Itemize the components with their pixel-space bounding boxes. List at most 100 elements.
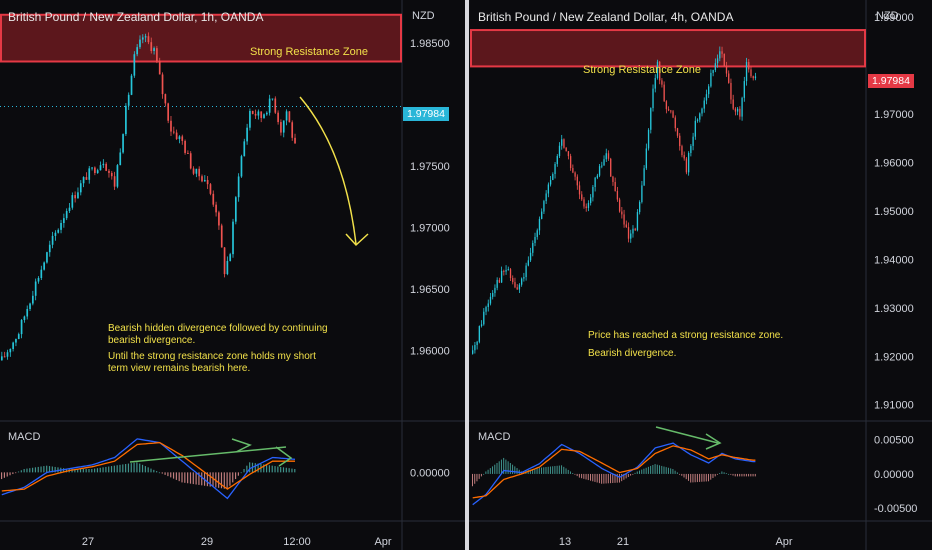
left-candle (243, 141, 246, 157)
left-macd-histogram-bar (265, 464, 268, 473)
right-candle (520, 278, 523, 285)
left-macd-histogram-bar (17, 471, 20, 473)
right-macd-histogram-bar (663, 466, 665, 474)
left-macd-histogram-bar (150, 468, 152, 473)
right-macd-histogram-bar (701, 473, 703, 482)
left-macd-histogram-bar (277, 466, 279, 473)
left-macd-histogram-bar (54, 466, 56, 473)
left-candle (249, 110, 251, 128)
right-macd-histogram-bar (541, 467, 543, 474)
left-macd-histogram-bar (291, 468, 293, 473)
right-macd-histogram-bar (578, 473, 580, 478)
left-candle (71, 195, 74, 208)
right-candle (734, 108, 737, 112)
right-candle (692, 136, 694, 146)
left-candle (175, 132, 178, 140)
left-candle (34, 281, 37, 296)
left-candle (268, 98, 271, 113)
right-macd-histogram-bar (750, 473, 752, 477)
left-macd-histogram-bar (79, 469, 82, 473)
right-macd-histogram-bar (716, 473, 718, 475)
right-price-tick-label: 1.96000 (874, 157, 914, 169)
right-candle (590, 197, 592, 203)
right-candle (529, 252, 532, 261)
right-macd-histogram-bar (665, 467, 667, 474)
right-macd-histogram-bar (503, 457, 505, 474)
left-candle (48, 244, 51, 253)
left-candle (23, 316, 26, 320)
left-currency-label: NZD (412, 10, 435, 22)
left-macd-histogram-bar (195, 472, 197, 485)
right-candle (663, 84, 665, 102)
left-macd-histogram-bar (46, 465, 48, 473)
left-macd-histogram-bar (268, 465, 270, 473)
left-macd-histogram-bar (119, 464, 121, 473)
right-macd-tick-label: 0.00500 (874, 435, 914, 447)
left-macd-histogram-bar (282, 467, 285, 473)
right-macd-tick-label: 0.00000 (874, 469, 914, 481)
right-macd-histogram-bar (561, 465, 563, 474)
right-candle (476, 341, 478, 346)
left-candle (260, 111, 263, 118)
left-macd-histogram-bar (34, 467, 37, 473)
left-macd-histogram-bar (127, 463, 130, 473)
left-current-price-tag: 1.97984 (403, 107, 449, 121)
right-macd-histogram-bar (643, 468, 645, 474)
left-macd-histogram-bar (105, 466, 107, 473)
right-candle (730, 82, 732, 100)
left-candle (26, 308, 29, 317)
left-macd-histogram-bar (288, 468, 290, 473)
right-macd-signal-line (472, 445, 756, 499)
right-candle (705, 94, 708, 101)
left-price-chart[interactable]: 1.98500 1.97500 1.97000 1.96500 1.96000 0.000… (0, 0, 466, 550)
left-bearish-projection-arrow (299, 96, 357, 245)
left-candle (133, 54, 136, 76)
right-macd-histogram-bar (681, 473, 683, 476)
right-candle (527, 260, 529, 266)
right-macd-histogram-bar (734, 473, 736, 477)
right-macd-histogram-bar (676, 472, 678, 474)
right-macd-histogram-bar (572, 472, 574, 474)
left-candle (184, 140, 186, 153)
right-macd-histogram-bar (507, 461, 509, 474)
right-candle (594, 177, 596, 187)
left-candle (144, 36, 147, 38)
left-date-tick-label: 29 (201, 536, 213, 548)
left-macd-tick-label: 0.00000 (410, 467, 450, 479)
right-macd-histogram-bar (478, 473, 480, 479)
right-candle (574, 172, 576, 177)
right-price-chart[interactable]: 1.99000 1.97000 1.96000 1.95000 1.94000 1.930… (466, 0, 932, 550)
right-candle (754, 76, 757, 79)
right-candle (721, 51, 723, 54)
right-candle (605, 153, 607, 160)
right-candle (543, 201, 545, 212)
right-candle (483, 311, 485, 325)
right-candle (725, 66, 728, 74)
left-macd-histogram-bar (43, 466, 45, 473)
left-candle (108, 170, 110, 173)
right-candle (532, 243, 534, 253)
right-macd-histogram-bar (699, 473, 701, 482)
left-price-tick-label: 1.97500 (410, 161, 450, 173)
left-candle (192, 168, 195, 174)
left-candle (1, 356, 3, 361)
right-macd-histogram-bar (565, 468, 567, 474)
right-macd-histogram-bar (512, 464, 514, 474)
right-candle (732, 99, 734, 109)
left-macd-histogram-bar (240, 472, 242, 474)
right-candle (701, 108, 703, 114)
left-candle (178, 136, 181, 140)
right-macd-histogram-bar (472, 473, 473, 487)
left-macd-histogram-bar (294, 469, 296, 473)
right-candle (638, 202, 641, 213)
right-macd-histogram-bar (480, 473, 482, 477)
right-note-line: Price has reached a strong resistance zo… (588, 330, 784, 341)
right-macd-histogram-bar (645, 467, 647, 474)
left-candle (3, 356, 6, 358)
left-candle (32, 295, 34, 304)
right-macd-histogram-bar (536, 468, 538, 474)
right-macd-histogram-bar (474, 473, 476, 484)
right-candle (569, 156, 572, 169)
left-candle (147, 36, 150, 43)
left-price-tick-label: 1.97000 (410, 223, 450, 235)
